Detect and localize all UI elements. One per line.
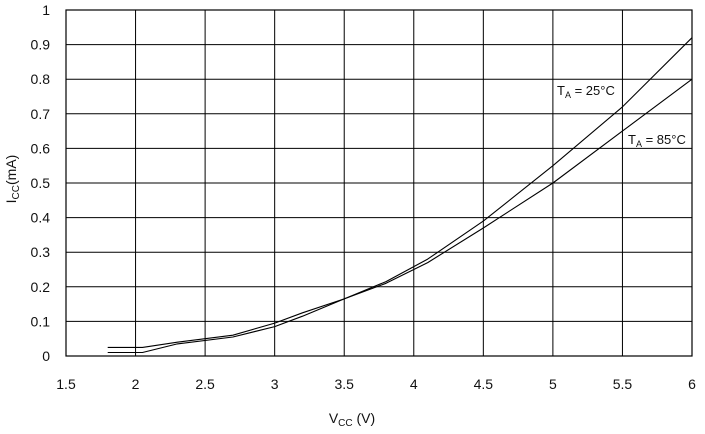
x-tick-label: 2.5	[195, 376, 215, 392]
x-tick-label: 4	[410, 376, 418, 392]
x-tick-label: 5.5	[613, 376, 633, 392]
x-axis-label: VCC (V)	[329, 410, 375, 429]
plot-frame	[65, 9, 693, 357]
x-tick-label: 3	[271, 376, 279, 392]
y-tick-label: 0.2	[31, 279, 51, 295]
x-tick-label: 5	[549, 376, 557, 392]
series-label-1: TA = 85°C	[628, 132, 686, 149]
frame-layer	[65, 9, 693, 357]
series-line-1	[107, 78, 693, 354]
y-tick-label: 0.1	[31, 313, 51, 329]
x-tick-label: 4.5	[474, 376, 494, 392]
y-tick-label: 0.9	[31, 37, 51, 53]
y-tick-label: 0.5	[31, 175, 51, 191]
axis-label-layer: VCC (V) ICC(mA)	[3, 155, 375, 429]
tick-label-layer: 1.5 2 2.5 3 3.5 4 4.5 5 5.5 6 0 0.1 0.2 0.3 0.4 0.5 0.6 0…	[31, 2, 697, 392]
y-tick-label: 0.6	[31, 140, 51, 156]
y-tick-label: 0.8	[31, 71, 51, 87]
y-tick-label: 0.3	[31, 244, 51, 260]
y-tick-label: 0.4	[31, 210, 51, 226]
y-axis-label: ICC(mA)	[3, 155, 22, 204]
y-tick-label: 1	[42, 2, 50, 18]
series-label-0: TA = 25°C	[557, 83, 615, 100]
x-tick-label: 3.5	[334, 376, 354, 392]
x-tick-label: 2	[132, 376, 140, 392]
series-label-layer: TA = 25°C TA = 85°C	[557, 83, 686, 149]
x-tick-label: 6	[688, 376, 696, 392]
x-tick-label: 1.5	[56, 376, 76, 392]
y-tick-label: 0	[42, 348, 50, 364]
y-tick-label: 0.7	[31, 106, 51, 122]
series-layer	[107, 37, 693, 354]
grid-layer	[66, 10, 692, 356]
